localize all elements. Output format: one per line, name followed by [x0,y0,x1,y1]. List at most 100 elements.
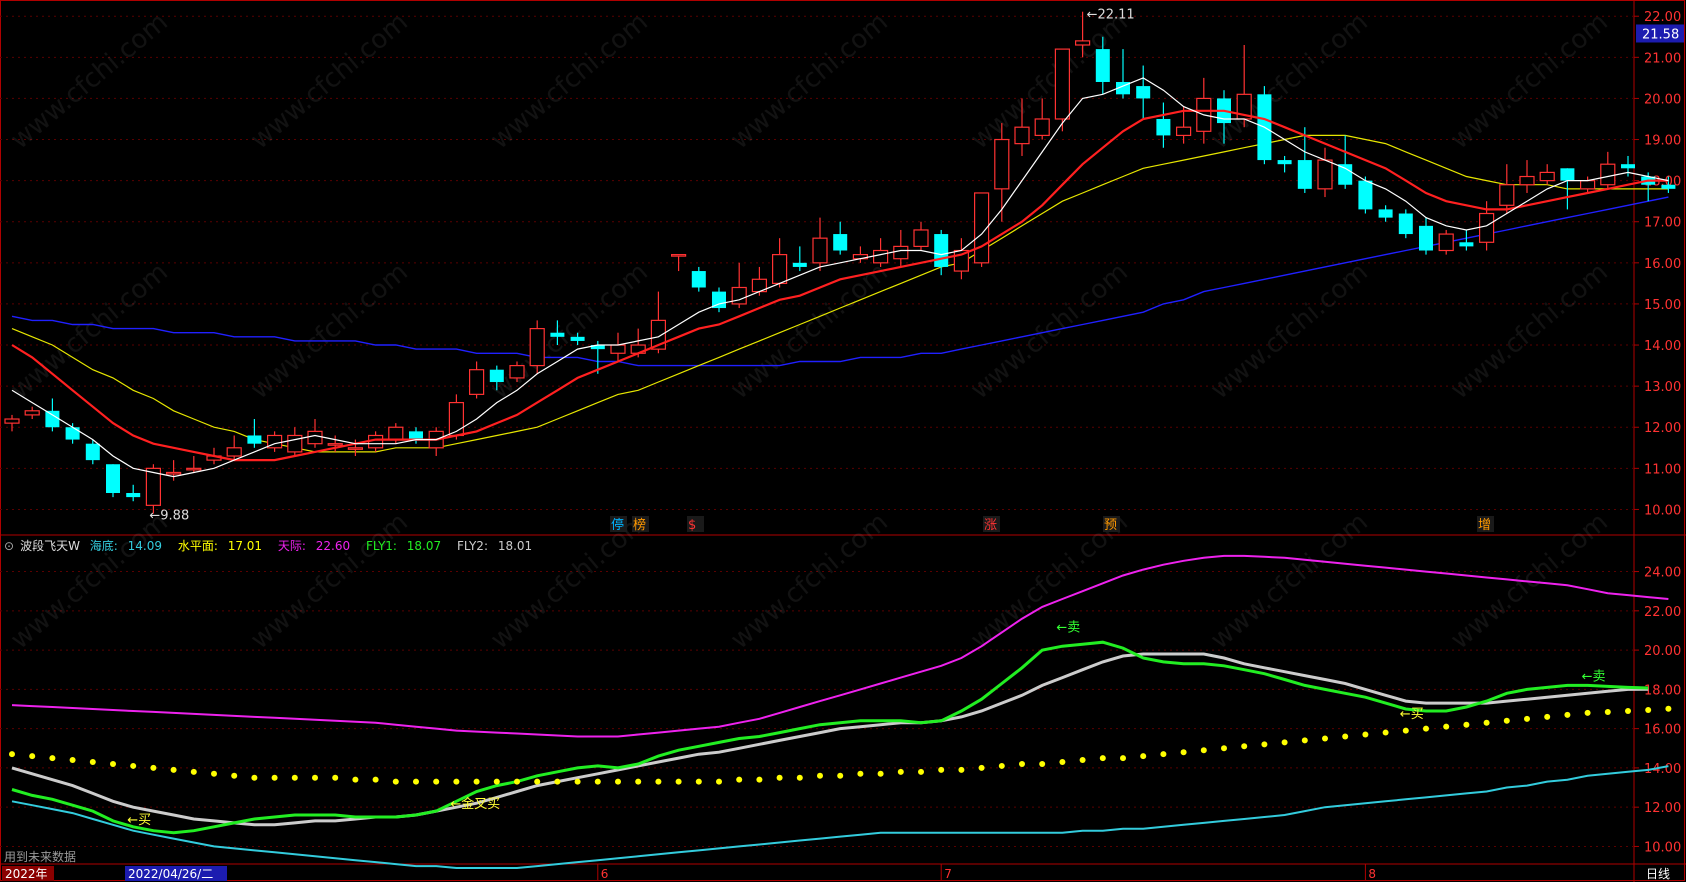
shuiping-dot [1281,739,1288,746]
y-tick-label-main: 22.00 [1644,10,1681,25]
candle-body [731,286,747,305]
candle-body [670,254,687,257]
shuiping-dot [1402,727,1409,734]
future-data-note: 用到未来数据 [4,850,77,864]
y-tick-label-sub: 10.00 [1644,840,1681,855]
shuiping-dot [978,764,985,771]
watermark-text: www.cfchi.com [1445,257,1614,405]
candle-body [550,332,565,337]
cursor-date-bg [125,866,227,881]
y-tick-label-main: 10.00 [1644,503,1681,518]
shuiping-dot [938,766,945,773]
shuiping-dot [433,778,440,785]
candle-body [1560,168,1575,181]
shuiping-dot [1503,717,1510,724]
price-badge: 21.58 [1642,27,1679,42]
shuiping-dot [1059,759,1066,766]
signal-label: ←卖 [1582,670,1606,685]
event-marker: 停 [611,517,624,533]
y-tick-label-main: 11.00 [1644,462,1681,477]
shuiping-dot [1564,711,1571,718]
candle-body [691,271,706,288]
shuiping-dot [231,772,238,779]
shuiping-dot [453,778,460,785]
signal-label: ←买 [1400,707,1424,722]
candle-body [509,364,525,379]
shuiping-dot [413,778,419,785]
shuiping-dot [534,778,541,785]
y-tick-label-sub: 16.00 [1644,723,1681,738]
shuiping-dot [130,762,137,769]
y-tick-label-sub: 24.00 [1644,566,1681,581]
y-tick-label-main: 16.00 [1644,257,1681,272]
shuiping-dot [1301,737,1308,744]
watermark-text: www.cfchi.com [1205,257,1374,405]
candle-body [590,345,605,350]
y-tick-label-main: 14.00 [1644,339,1681,354]
shuiping-dot [1140,753,1147,760]
candle-body [1095,49,1110,82]
candle-body [1459,242,1474,247]
shuiping-dot [1221,745,1227,752]
shuiping-dot [655,778,662,785]
candle-body [934,234,949,267]
candle-body [1499,184,1515,206]
event-marker-bg [610,516,627,532]
timeframe-label[interactable]: 日线 [1646,867,1671,881]
watermark-text: www.cfchi.com [1205,7,1374,155]
candle-body [1478,212,1495,243]
watermark-text: www.cfchi.com [725,507,894,655]
shuiping-dot [1099,755,1106,762]
legend-haidi: 海底: 14.09 [89,539,162,553]
y-tick-label-main: 13.00 [1644,380,1681,395]
year-label-bg [2,866,54,881]
candle-body [1579,180,1596,190]
shuiping-dot [473,778,480,785]
shuiping-dot [1261,741,1268,748]
shuiping-dot [1019,760,1025,767]
event-marker-bg [983,516,1000,532]
shuiping-dot [817,772,823,779]
shuiping-dot [271,774,278,781]
shuiping-dot [1645,706,1652,713]
shuiping-dot [918,768,924,775]
shuiping-dot [837,772,844,779]
shuiping-dot [736,776,743,783]
watermark-text: www.cfchi.com [485,7,654,155]
y-tick-label-sub: 14.00 [1644,762,1681,777]
watermark-text: www.cfchi.com [1445,7,1614,155]
ma60-line [11,196,1669,367]
candle-body [1014,126,1030,145]
candle-body [994,138,1010,190]
shuiping-dot [897,768,904,775]
shuiping-dot [9,751,15,758]
candle-body [1438,233,1454,252]
y-tick-label-main: 17.00 [1644,216,1681,231]
candle-body [409,431,423,440]
shuiping-dot [554,778,561,785]
y-tick-label-sub: 22.00 [1644,605,1681,620]
candle-body [469,369,485,395]
candle-body [1175,126,1192,137]
candle-body [1378,209,1393,218]
shuiping-dot [49,755,56,762]
shuiping-dot [1362,731,1369,738]
shuiping-dot [857,770,864,777]
indicator-name: 波段飞天W [20,539,80,553]
legend-collapse-icon[interactable]: ⊙ [4,539,15,553]
y-tick-label-sub: 12.00 [1644,801,1681,816]
month-label: 6 [601,867,609,881]
candle-body [247,435,262,444]
shuiping-dot [756,776,763,783]
event-marker-bg [1103,516,1120,532]
candle-body [1317,159,1333,190]
shuiping-dot [635,778,642,785]
legend-fly1: FLY1: 18.07 [365,539,442,553]
shuiping-dot [372,776,379,783]
cursor-date: 2022/04/26/二 [128,867,213,881]
month-label: 7 [944,867,952,881]
watermark-text: www.cfchi.com [245,507,414,655]
candle-body [166,471,182,475]
shuiping-dot [695,778,702,785]
